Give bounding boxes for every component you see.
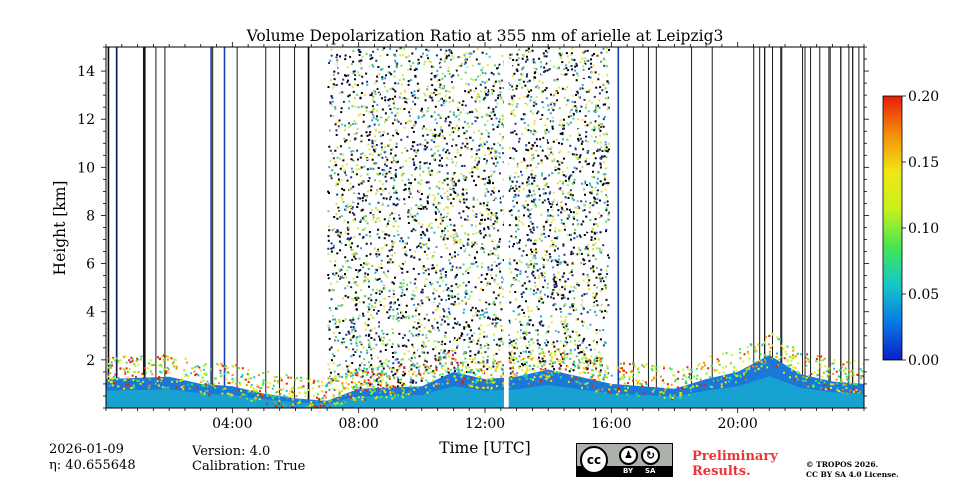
badge-by-label: BY [623, 467, 634, 475]
chart-title: Volume Depolarization Ratio at 355 nm of… [246, 27, 724, 45]
colorbar [882, 95, 903, 361]
colorbar-axis: 0.00 0.05 0.10 0.15 0.20 [902, 89, 939, 369]
version-label: Version: 4.0 [192, 444, 271, 459]
x-tick-label: 08:00 [338, 416, 378, 432]
y-tick-label: 6 [86, 257, 95, 273]
colorbar-tick-label: 0.15 [908, 155, 939, 171]
date-label: 2026-01-09 [49, 442, 124, 457]
cc-license-badge: cc ♟ ↻ BY SA [576, 443, 673, 477]
y-tick-label: 4 [86, 305, 95, 321]
badge-sa-label: SA [645, 467, 656, 475]
noise-layer [327, 47, 610, 392]
preliminary-line2: Results. [692, 464, 751, 479]
y-axis-label: Height [km] [51, 181, 69, 276]
x-tick-label: 04:00 [212, 416, 252, 432]
colorbar-tick-label: 0.20 [908, 89, 939, 105]
colorbar-tick-label: 0.10 [908, 221, 939, 237]
badge-strip [577, 466, 672, 476]
x-tick-label: 12:00 [465, 416, 505, 432]
x-axis: 04:00 08:00 12:00 16:00 20:00 [105, 42, 865, 432]
colorbar-tick-label: 0.00 [908, 353, 939, 369]
y-tick-label: 10 [77, 160, 95, 176]
y-tick-label: 2 [86, 353, 95, 369]
boundary-layer [106, 332, 864, 408]
copyright-label: © TROPOS 2026. [806, 460, 879, 469]
x-axis-label: Time [UTC] [439, 439, 530, 457]
x-tick-label: 16:00 [591, 416, 631, 432]
cc-icon: cc [580, 446, 608, 474]
license-label: CC BY SA 4.0 License. [806, 470, 899, 479]
by-person-icon: ♟ [619, 446, 638, 465]
x-tick-label: 20:00 [717, 416, 757, 432]
y-axis: 2 4 6 8 10 12 14 [77, 46, 869, 409]
share-alike-icon: ↻ [641, 446, 660, 465]
y-tick-label: 12 [77, 112, 95, 128]
data-gap [503, 47, 509, 408]
preliminary-line1: Preliminary [692, 449, 778, 464]
y-tick-label: 14 [77, 64, 95, 80]
colorbar-tick-label: 0.05 [908, 287, 939, 303]
eta-label: η: 40.655648 [49, 458, 136, 473]
y-tick-label: 8 [86, 208, 95, 224]
calibration-label: Calibration: True [192, 459, 306, 474]
plot-area [106, 47, 864, 408]
